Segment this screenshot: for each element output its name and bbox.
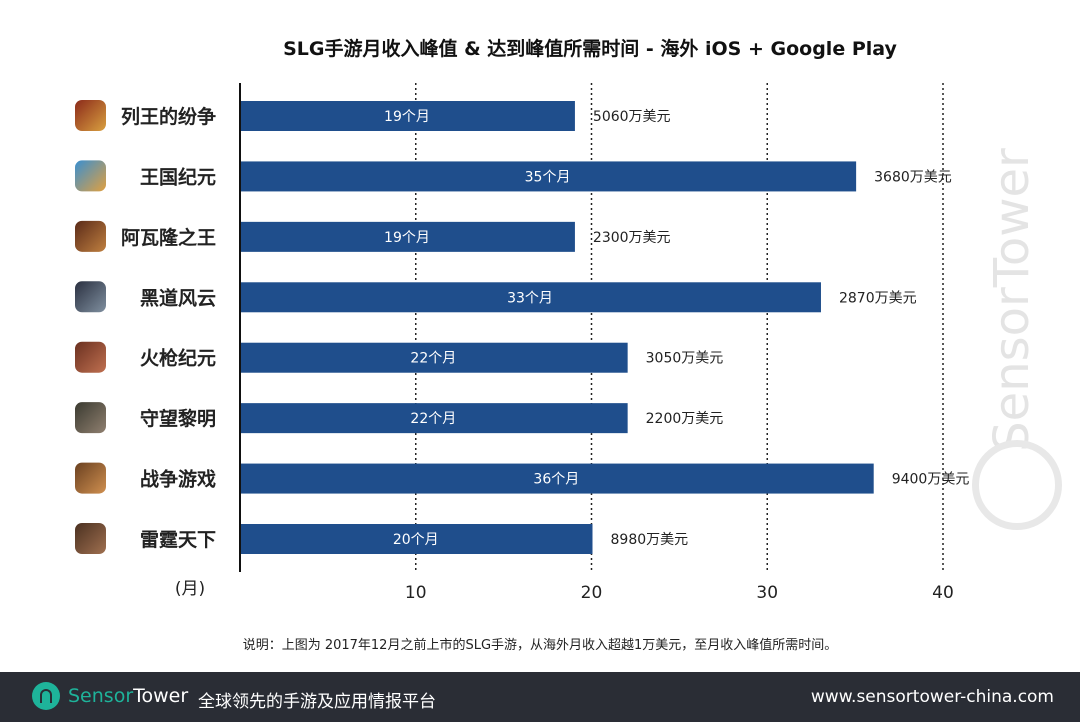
category-label: 火枪纪元 <box>140 347 216 370</box>
x-tick-label: 20 <box>581 583 603 603</box>
x-tick-label: 40 <box>932 583 954 603</box>
slogan: 全球领先的手游及应用情报平台 <box>198 692 436 712</box>
bar-label: 22个月 <box>410 351 456 367</box>
game-app-icon <box>75 220 106 252</box>
category-label: 列王的纷争 <box>121 105 216 128</box>
bar-label: 35个月 <box>525 169 571 185</box>
peak-revenue-label: 9400万美元 <box>892 472 970 488</box>
website-url[interactable]: www.sensortower-china.com <box>810 687 1054 707</box>
x-axis-label: (月) <box>175 579 205 599</box>
category-label: 战争游戏 <box>140 468 216 491</box>
chart-note: 说明：上图为 2017年12月之前上市的SLG手游，从海外月收入超越1万美元，至… <box>242 638 838 653</box>
game-app-icon <box>75 160 106 192</box>
peak-revenue-label: 5060万美元 <box>593 109 671 125</box>
bar <box>241 463 874 494</box>
bar-label: 19个月 <box>384 109 430 125</box>
bar-label: 33个月 <box>507 290 553 306</box>
category-label: 雷霆天下 <box>140 529 216 551</box>
bar <box>241 161 857 192</box>
peak-revenue-label: 8980万美元 <box>611 532 689 548</box>
category-label: 守望黎明 <box>140 407 216 430</box>
bar-label: 19个月 <box>384 230 430 246</box>
game-app-icon <box>75 462 106 494</box>
game-app-icon <box>75 402 106 434</box>
category-label: 黑道风云 <box>140 286 216 309</box>
sensortower-logo-icon <box>32 682 60 710</box>
bar <box>241 221 575 252</box>
brand-part-b: Tower <box>133 685 189 707</box>
brand-part-a: Sensor <box>68 685 134 707</box>
peak-revenue-label: 2300万美元 <box>593 230 671 246</box>
bar <box>241 403 628 434</box>
game-app-icon <box>75 281 106 313</box>
bar-label: 36个月 <box>533 472 579 488</box>
game-app-icon <box>75 523 106 554</box>
bar-label: 20个月 <box>393 532 439 548</box>
x-tick-label: 30 <box>756 583 778 603</box>
bar <box>241 101 575 131</box>
bar <box>241 524 593 554</box>
bar-label: 22个月 <box>410 411 456 427</box>
peak-revenue-label: 2200万美元 <box>646 411 724 427</box>
bar <box>241 342 628 373</box>
category-label: 阿瓦隆之王 <box>121 226 216 249</box>
game-app-icon <box>75 341 106 373</box>
x-tick-label: 10 <box>405 583 427 603</box>
watermark-logo-icon <box>972 440 1062 530</box>
peak-revenue-label: 3050万美元 <box>646 351 724 367</box>
game-app-icon <box>75 100 106 131</box>
peak-revenue-label: 2870万美元 <box>839 290 917 306</box>
category-label: 王国纪元 <box>140 165 216 188</box>
chart-title: SLG手游月收入峰值 & 达到峰值所需时间 - 海外 iOS + Google … <box>283 38 897 60</box>
bar <box>241 282 821 313</box>
brand-name: SensorTower <box>68 685 188 707</box>
footer: SensorTower 全球领先的手游及应用情报平台 www.sensortow… <box>0 672 1080 722</box>
peak-revenue-label: 3680万美元 <box>874 169 952 185</box>
